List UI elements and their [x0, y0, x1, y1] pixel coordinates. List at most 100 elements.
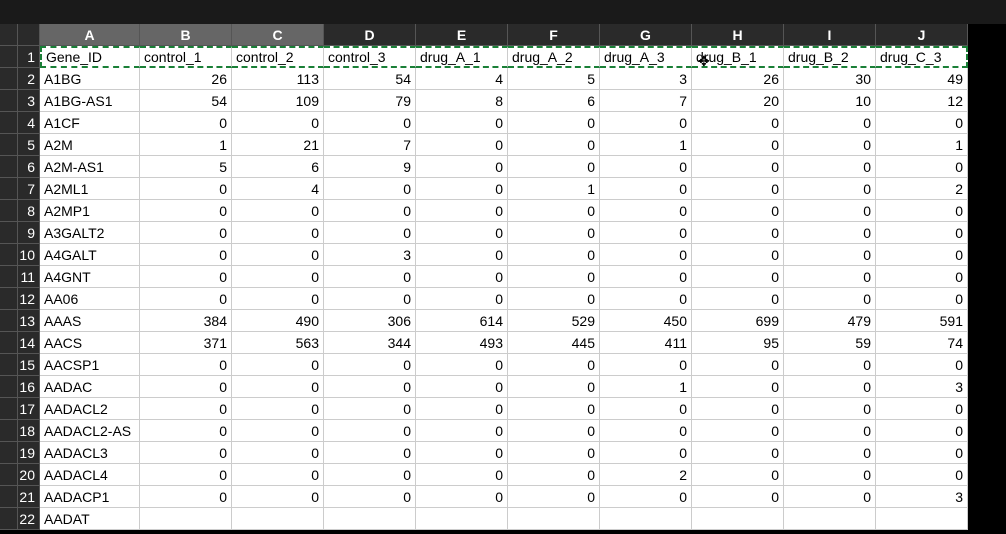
data-cell[interactable]: 0 [692, 244, 784, 266]
data-cell[interactable]: 0 [784, 354, 876, 376]
data-cell[interactable]: 0 [876, 442, 968, 464]
data-cell[interactable]: 384 [140, 310, 232, 332]
data-cell[interactable] [416, 508, 508, 530]
data-cell[interactable]: 1 [140, 134, 232, 156]
data-cell[interactable]: 0 [600, 266, 692, 288]
data-cell[interactable]: 26 [140, 68, 232, 90]
data-cell[interactable]: 411 [600, 332, 692, 354]
data-cell[interactable]: 0 [508, 486, 600, 508]
row-header[interactable]: 1 [18, 46, 40, 68]
data-cell[interactable]: 1 [508, 178, 600, 200]
data-cell[interactable]: 0 [600, 442, 692, 464]
data-cell[interactable]: 0 [232, 288, 324, 310]
data-cell[interactable]: 0 [508, 376, 600, 398]
data-cell[interactable]: 490 [232, 310, 324, 332]
data-cell[interactable] [140, 508, 232, 530]
data-cell[interactable]: 0 [232, 376, 324, 398]
column-header[interactable]: J [876, 24, 968, 46]
data-cell[interactable]: 3 [600, 68, 692, 90]
data-cell[interactable]: 0 [416, 354, 508, 376]
data-cell[interactable]: 0 [876, 266, 968, 288]
data-cell[interactable]: 0 [508, 354, 600, 376]
data-cell[interactable]: 344 [324, 332, 416, 354]
row-header[interactable]: 17 [18, 398, 40, 420]
row-header[interactable]: 20 [18, 464, 40, 486]
data-cell[interactable]: 0 [784, 376, 876, 398]
column-header[interactable]: F [508, 24, 600, 46]
gene-id-cell[interactable]: A1BG [40, 68, 140, 90]
data-cell[interactable]: 1 [600, 134, 692, 156]
data-cell[interactable]: 0 [324, 486, 416, 508]
data-cell[interactable]: 0 [324, 178, 416, 200]
column-header[interactable]: A [40, 24, 140, 46]
column-header[interactable]: C [232, 24, 324, 46]
data-cell[interactable]: 0 [692, 486, 784, 508]
data-cell[interactable]: 0 [784, 442, 876, 464]
gene-id-cell[interactable]: A2M-AS1 [40, 156, 140, 178]
data-cell[interactable]: 3 [876, 376, 968, 398]
data-cell[interactable]: 3 [876, 486, 968, 508]
row-header[interactable]: 7 [18, 178, 40, 200]
data-cell[interactable]: 54 [324, 68, 416, 90]
data-cell[interactable]: 0 [600, 398, 692, 420]
data-cell[interactable]: 0 [784, 134, 876, 156]
gene-id-cell[interactable]: A1BG-AS1 [40, 90, 140, 112]
gene-id-cell[interactable]: A2M [40, 134, 140, 156]
gene-id-cell[interactable]: AACSP1 [40, 354, 140, 376]
gene-id-cell[interactable]: A1CF [40, 112, 140, 134]
data-cell[interactable]: 0 [140, 420, 232, 442]
data-cell[interactable]: 0 [876, 244, 968, 266]
data-cell[interactable]: 0 [508, 112, 600, 134]
gene-id-cell[interactable]: AADACL2 [40, 398, 140, 420]
data-cell[interactable]: 0 [784, 178, 876, 200]
data-cell[interactable] [600, 508, 692, 530]
data-cell[interactable]: 0 [600, 222, 692, 244]
data-cell[interactable]: 0 [324, 288, 416, 310]
data-cell[interactable]: 4 [416, 68, 508, 90]
data-cell[interactable]: 20 [692, 90, 784, 112]
data-cell[interactable]: 0 [692, 288, 784, 310]
column-header[interactable]: D [324, 24, 416, 46]
data-cell[interactable]: 0 [876, 222, 968, 244]
data-cell[interactable]: 0 [140, 486, 232, 508]
data-cell[interactable]: 306 [324, 310, 416, 332]
data-cell[interactable]: 0 [508, 156, 600, 178]
data-cell[interactable]: 0 [140, 112, 232, 134]
data-cell[interactable]: 0 [508, 200, 600, 222]
data-cell[interactable]: 0 [232, 398, 324, 420]
data-cell[interactable]: 8 [416, 90, 508, 112]
data-cell[interactable]: 0 [140, 442, 232, 464]
row-header[interactable]: 18 [18, 420, 40, 442]
data-cell[interactable]: 0 [600, 178, 692, 200]
data-cell[interactable]: 30 [784, 68, 876, 90]
data-cell[interactable]: 0 [692, 112, 784, 134]
data-cell[interactable]: 0 [416, 464, 508, 486]
data-cell[interactable]: 0 [324, 112, 416, 134]
data-cell[interactable]: 563 [232, 332, 324, 354]
data-cell[interactable]: 0 [232, 420, 324, 442]
row-header[interactable]: 9 [18, 222, 40, 244]
data-cell[interactable]: 0 [508, 398, 600, 420]
data-cell[interactable]: 450 [600, 310, 692, 332]
gene-id-cell[interactable]: AADACP1 [40, 486, 140, 508]
data-cell[interactable]: 6 [232, 156, 324, 178]
data-cell[interactable]: 529 [508, 310, 600, 332]
data-cell[interactable]: 109 [232, 90, 324, 112]
data-cell[interactable]: 614 [416, 310, 508, 332]
data-cell[interactable]: 0 [600, 288, 692, 310]
data-cell[interactable]: 0 [784, 398, 876, 420]
data-cell[interactable]: 0 [140, 266, 232, 288]
data-cell[interactable] [876, 508, 968, 530]
data-cell[interactable]: 0 [876, 288, 968, 310]
data-cell[interactable]: 79 [324, 90, 416, 112]
data-cell[interactable]: 0 [324, 376, 416, 398]
row-header[interactable]: 13 [18, 310, 40, 332]
data-cell[interactable]: 0 [416, 486, 508, 508]
data-cell[interactable]: 0 [692, 156, 784, 178]
data-cell[interactable]: 0 [600, 112, 692, 134]
data-cell[interactable]: 0 [784, 464, 876, 486]
data-cell[interactable]: 0 [784, 288, 876, 310]
column-header[interactable]: B [140, 24, 232, 46]
row-header[interactable]: 6 [18, 156, 40, 178]
data-cell[interactable]: 0 [692, 464, 784, 486]
